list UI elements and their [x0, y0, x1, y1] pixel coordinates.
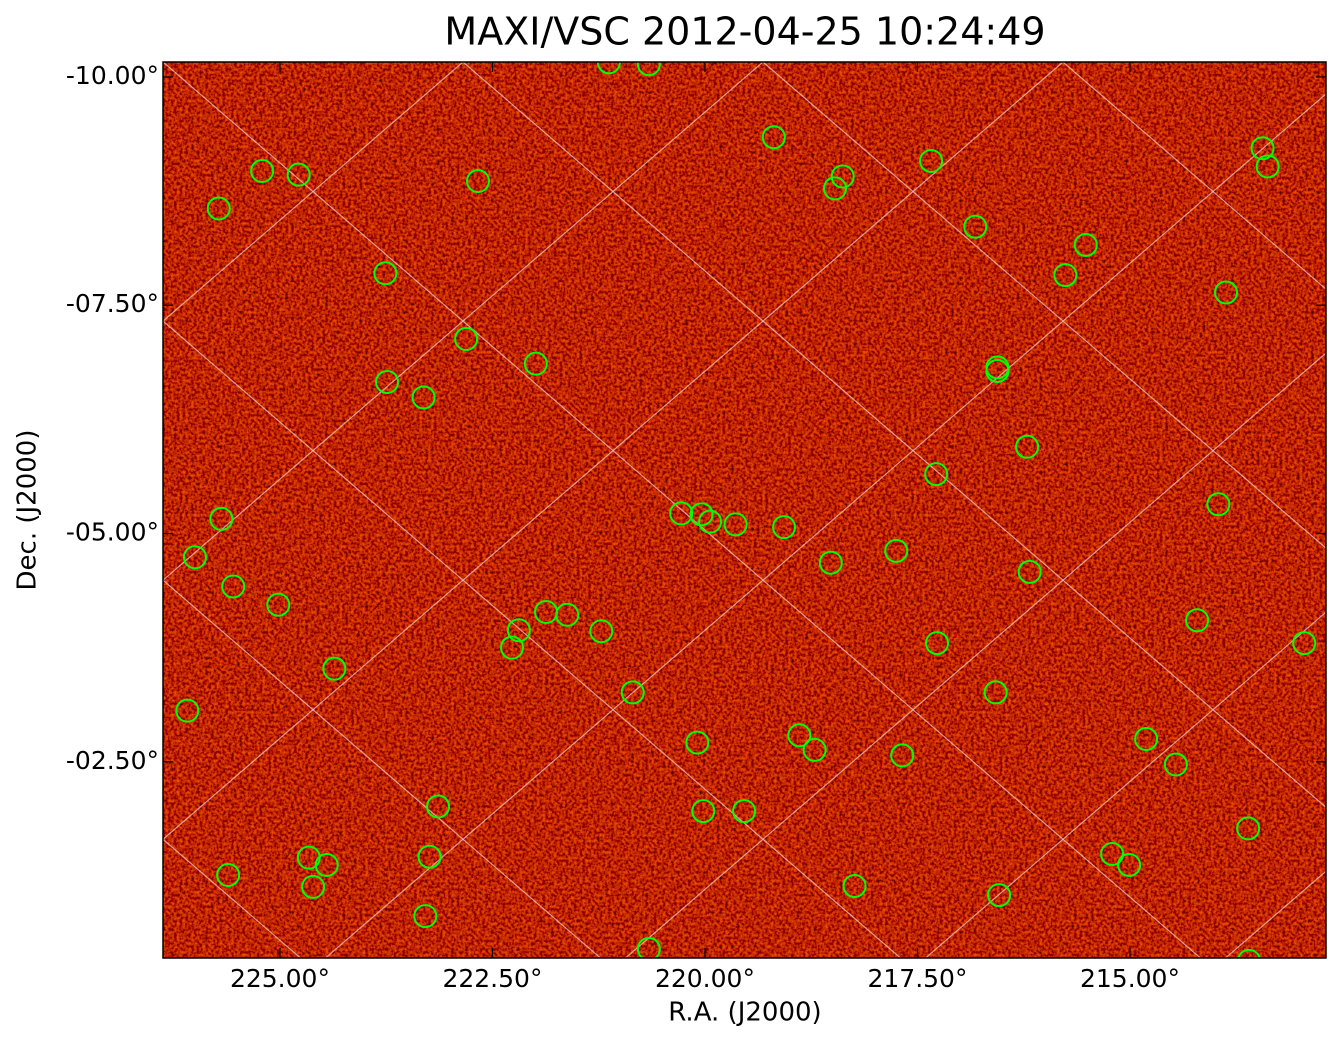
source-marker — [925, 631, 950, 656]
source-marker — [890, 743, 915, 768]
x-axis-label: R.A. (J2000) — [668, 998, 821, 1028]
source-marker — [221, 574, 246, 599]
x-tick-label: 220.00° — [655, 964, 755, 993]
x-tick-label: 217.50° — [867, 964, 967, 993]
source-marker — [823, 176, 848, 201]
source-marker — [1292, 631, 1317, 656]
source-marker — [411, 385, 436, 410]
source-marker — [454, 327, 479, 352]
source-marker — [266, 592, 291, 617]
source-marker — [924, 462, 949, 487]
plot-frame — [162, 61, 1327, 959]
grid-diagonal — [163, 320, 902, 958]
x-tick-label: 215.00° — [1080, 964, 1180, 993]
source-marker — [1236, 816, 1261, 841]
source-marker — [620, 680, 645, 705]
source-marker — [216, 863, 241, 888]
source-marker — [1185, 608, 1210, 633]
source-marker — [1237, 948, 1261, 958]
x-tick-label: 222.50° — [442, 964, 542, 993]
grid-diagonal — [462, 62, 1326, 809]
source-marker — [1053, 263, 1078, 288]
source-marker — [301, 874, 326, 899]
source-marker — [761, 125, 786, 150]
source-marker — [286, 162, 311, 187]
source-marker — [250, 159, 275, 184]
source-marker — [985, 358, 1010, 383]
source-marker — [818, 550, 843, 575]
source-marker — [842, 873, 867, 898]
source-marker — [206, 196, 231, 221]
grid-diagonal — [163, 62, 1202, 958]
grid-diagonal — [163, 62, 764, 581]
x-tick-label: 225.00° — [230, 964, 330, 993]
source-marker — [636, 62, 661, 77]
source-marker — [691, 799, 716, 824]
source-marker — [426, 794, 451, 819]
image-noise — [163, 62, 1326, 958]
y-tick-label: -10.00° — [66, 61, 159, 90]
source-marker — [1214, 280, 1239, 305]
source-marker — [1015, 434, 1040, 459]
source-marker — [209, 506, 234, 531]
source-marker — [1073, 232, 1098, 257]
source-marker — [723, 512, 748, 537]
source-marker — [322, 656, 347, 681]
source-marker — [732, 799, 757, 824]
source-marker — [884, 538, 909, 563]
source-marker — [500, 635, 525, 660]
source-marker — [523, 351, 548, 376]
source-marker — [1134, 726, 1159, 751]
source-marker — [1117, 852, 1142, 877]
grid-diagonal — [163, 62, 1064, 841]
source-marker — [802, 737, 827, 762]
source-marker — [919, 148, 944, 173]
source-marker — [685, 730, 710, 755]
source-marker — [1250, 136, 1275, 161]
source-marker — [963, 214, 988, 239]
coordinate-grid — [163, 62, 1326, 958]
y-tick-label: -07.50° — [66, 289, 159, 318]
grid-diagonal — [762, 62, 1326, 550]
y-tick-label: -02.50° — [66, 746, 159, 775]
source-marker — [669, 501, 694, 526]
source-marker — [787, 723, 812, 748]
source-marker — [182, 545, 207, 570]
source-marker — [413, 904, 438, 929]
source-marker — [506, 618, 531, 643]
source-marker — [636, 936, 661, 958]
grid-diagonal — [624, 352, 1326, 958]
grid-diagonal — [163, 579, 602, 958]
source-marker — [375, 369, 400, 394]
y-axis-label: Dec. (J2000) — [13, 430, 43, 591]
grid-diagonal — [163, 62, 464, 322]
source-marker — [689, 502, 714, 527]
source-marker — [175, 698, 200, 723]
y-tick-label: -05.00° — [66, 518, 159, 547]
grid-diagonal — [163, 838, 302, 958]
grid-diagonal — [324, 93, 1326, 958]
source-marker — [314, 852, 339, 877]
source-marker — [1017, 559, 1042, 584]
source-marker — [1206, 492, 1231, 517]
grid-diagonal — [1062, 62, 1326, 290]
source-marker — [1255, 154, 1280, 179]
source-marker — [983, 680, 1008, 705]
source-marker — [589, 619, 614, 644]
source-marker — [373, 261, 398, 286]
source-marker — [466, 169, 491, 194]
source-marker — [698, 509, 723, 534]
source-marker — [417, 844, 442, 869]
grid-diagonal — [924, 611, 1326, 958]
source-marker — [772, 515, 797, 540]
chart-title: MAXI/VSC 2012-04-25 10:24:49 — [444, 10, 1045, 54]
source-marker — [1100, 842, 1125, 867]
source-marker — [830, 164, 855, 189]
source-marker — [987, 883, 1012, 908]
source-marker — [555, 602, 580, 627]
source-marker — [1163, 752, 1188, 777]
